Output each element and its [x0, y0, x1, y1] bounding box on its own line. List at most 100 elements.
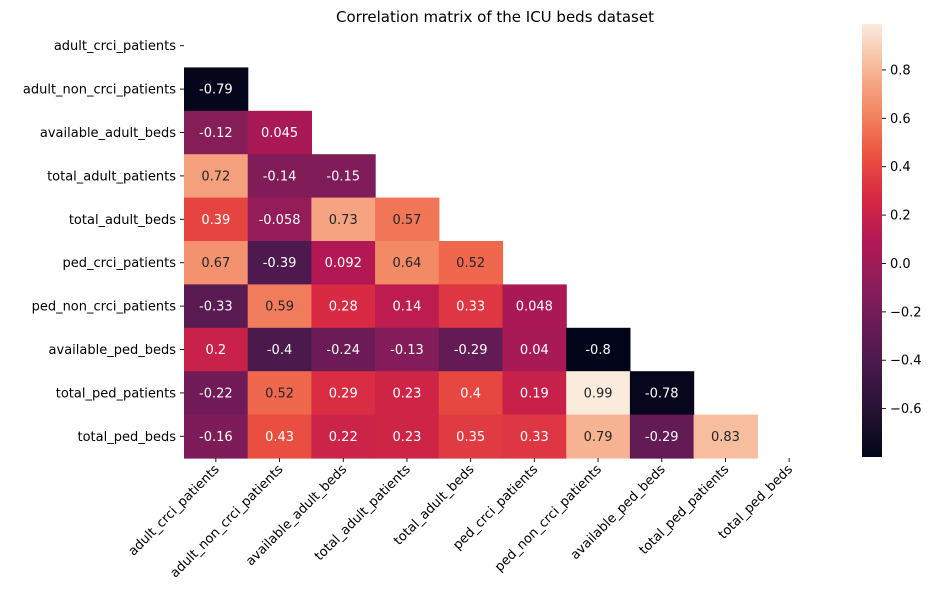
heatmap-cell — [311, 197, 376, 242]
cell-value-label: 0.52 — [456, 256, 485, 271]
cell-value-label: 0.39 — [201, 213, 230, 228]
cell-value-label: 0.72 — [201, 169, 230, 184]
cell-value-label: -0.14 — [263, 169, 297, 184]
heatmap-cell — [438, 371, 504, 416]
cell-value-label: 0.4 — [460, 386, 481, 401]
heatmap-cell — [566, 327, 631, 372]
cell-value-label: -0.13 — [390, 343, 424, 358]
colorbar-tick-label: 0.6 — [890, 112, 911, 127]
cell-value-label: 0.83 — [711, 430, 740, 445]
heatmap-cell — [502, 371, 567, 416]
cell-value-label: -0.4 — [267, 343, 292, 358]
heatmap-cell — [311, 241, 376, 285]
cell-value-label: 0.59 — [265, 300, 294, 315]
cell-value-label: 0.52 — [265, 386, 294, 401]
y-tick-label: total_ped_beds — [77, 430, 176, 445]
colorbar-tick-label: −0.6 — [890, 402, 922, 417]
cell-value-label: 0.99 — [584, 386, 613, 401]
cell-value-label: 0.048 — [516, 300, 553, 315]
colorbar-tick-label: −0.2 — [890, 305, 922, 320]
cell-value-label: -0.8 — [585, 343, 610, 358]
cell-value-label: -0.16 — [199, 430, 233, 445]
heatmap-cell — [629, 371, 695, 416]
heatmap-cell — [375, 197, 440, 242]
y-tick-label: adult_crci_patients — [54, 39, 176, 54]
heatmap-cell — [247, 327, 312, 372]
heatmap-cell — [184, 414, 249, 459]
y-tick-label: ped_crci_patients — [62, 256, 176, 271]
cell-value-label: -0.33 — [199, 300, 233, 315]
cell-value-label: -0.058 — [259, 213, 301, 228]
cell-value-label: -0.39 — [263, 256, 297, 271]
cell-value-label: -0.12 — [199, 126, 233, 141]
x-tick-label: adult_non_crci_patients — [168, 462, 287, 581]
heatmap-cell — [247, 241, 312, 285]
heatmap-cell — [184, 284, 249, 329]
heatmap-cell — [247, 110, 312, 155]
cell-value-label: 0.19 — [520, 386, 549, 401]
heatmap-cell — [247, 371, 312, 416]
cell-value-label: 0.04 — [520, 343, 549, 358]
cell-value-label: 0.33 — [456, 300, 485, 315]
heatmap-cell — [184, 197, 249, 242]
y-tick-label: available_ped_beds — [49, 343, 177, 358]
heatmap-cell — [184, 110, 249, 155]
cell-value-label: 0.23 — [392, 430, 421, 445]
colorbar-tick-label: 0.2 — [890, 209, 911, 224]
colorbar-tick-label: 0.0 — [890, 257, 911, 272]
cell-value-label: -0.24 — [326, 343, 360, 358]
y-tick-label: total_ped_patients — [56, 386, 176, 401]
cell-value-label: 0.57 — [392, 213, 421, 228]
colorbar-ticks: −0.6 −0.4 −0.2 0.0 0.2 0.4 0.6 0.8 — [882, 63, 922, 417]
cell-value-label: 0.79 — [584, 430, 613, 445]
cell-value-label: 0.28 — [329, 300, 358, 315]
heatmap-cell — [184, 67, 249, 112]
cell-value-label: -0.29 — [645, 430, 679, 445]
y-tick-label: total_adult_patients — [47, 169, 176, 184]
heatmap-cell — [247, 414, 312, 459]
cell-value-label: -0.79 — [199, 83, 233, 98]
y-tick-label: available_adult_beds — [40, 126, 176, 141]
cell-value-label: -0.78 — [645, 386, 679, 401]
colorbar-tick-label: −0.4 — [890, 354, 922, 369]
cell-value-label: -0.15 — [326, 169, 360, 184]
y-tick-label: ped_non_crci_patients — [32, 300, 177, 315]
heatmap-cell — [375, 327, 440, 372]
cell-value-label: -0.22 — [199, 386, 233, 401]
cell-value-label: 0.045 — [261, 126, 298, 141]
heatmap-cell — [438, 284, 504, 329]
heatmap-cell — [184, 371, 249, 416]
cell-value-label: 0.29 — [329, 386, 358, 401]
chart-title: Correlation matrix of the ICU beds datas… — [336, 8, 654, 26]
cell-value-label: 0.23 — [392, 386, 421, 401]
cell-value-label: 0.2 — [206, 343, 227, 358]
heatmap-cell — [693, 414, 758, 459]
cell-value-label: 0.092 — [325, 256, 362, 271]
heatmap-cell — [375, 414, 440, 459]
cell-value-label: -0.29 — [454, 343, 488, 358]
heatmap-cell — [247, 197, 312, 242]
cell-value-label: 0.67 — [201, 256, 230, 271]
cell-value-label: 0.35 — [456, 430, 485, 445]
heatmap-cell — [311, 284, 376, 329]
heatmap-cell — [184, 154, 249, 199]
heatmap-cell — [311, 327, 376, 372]
heatmap-cell — [438, 327, 504, 372]
y-tick-label: total_adult_beds — [69, 213, 176, 228]
heatmap-cell — [438, 414, 504, 459]
heatmap-cell — [502, 327, 567, 372]
heatmap-cell — [375, 241, 440, 285]
cell-value-label: 0.14 — [392, 300, 421, 315]
x-tick-label: ped_non_crci_patients — [492, 462, 605, 575]
heatmap-cell — [311, 371, 376, 416]
heatmap-cell — [502, 284, 567, 329]
heatmap-cell — [375, 371, 440, 416]
y-tick-label: adult_non_crci_patients — [23, 83, 176, 98]
cell-value-label: 0.22 — [329, 430, 358, 445]
colorbar-tick-label: 0.4 — [890, 160, 911, 175]
heatmap-cell — [247, 284, 312, 329]
heatmap-cell — [311, 154, 376, 199]
heatmap-cell — [438, 241, 504, 285]
heatmap-cell — [247, 154, 312, 199]
